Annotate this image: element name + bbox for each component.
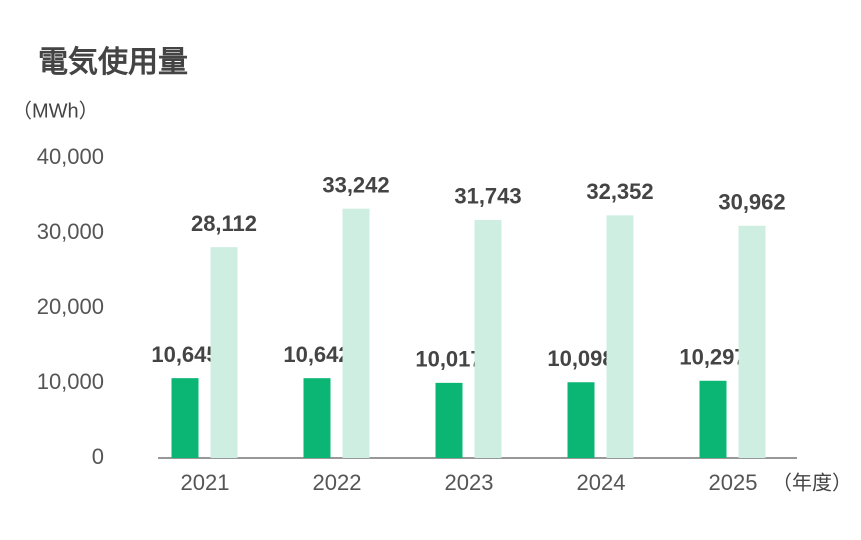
x-tick-label: 2021	[181, 470, 230, 495]
value-label: 28,112	[191, 211, 257, 236]
bar	[435, 382, 463, 458]
y-tick-label: 30,000	[37, 219, 104, 244]
x-tick-label: 2023	[445, 470, 494, 495]
value-label: 10,098	[547, 346, 614, 371]
bar	[606, 215, 634, 458]
chart-title: 電気使用量	[38, 46, 188, 79]
y-tick-label: 10,000	[37, 369, 104, 394]
bar	[699, 380, 727, 458]
y-tick-label: 20,000	[37, 294, 104, 319]
value-label: 31,743	[454, 184, 521, 209]
y-tick-label: 0	[92, 444, 104, 469]
value-label: 32,352	[586, 179, 653, 204]
x-tick-label: 2024	[577, 470, 626, 495]
bar	[303, 378, 331, 458]
value-label: 10,297	[679, 345, 746, 370]
value-label: 10,642	[283, 342, 350, 367]
y-tick-label: 40,000	[37, 144, 104, 169]
x-tick-label: 2022	[313, 470, 362, 495]
x-unit: （年度）	[772, 471, 852, 494]
bar	[738, 225, 766, 458]
y-unit: （MWh）	[12, 99, 99, 122]
x-tick-label: 2025	[709, 470, 758, 495]
value-label: 33,242	[322, 172, 389, 197]
value-label: 10,017	[415, 347, 482, 372]
bar	[210, 247, 238, 458]
value-label: 10,645	[151, 342, 218, 367]
value-label: 30,962	[718, 190, 785, 215]
bar	[342, 208, 370, 458]
bar	[474, 219, 502, 458]
bar	[171, 378, 199, 458]
bar	[567, 382, 595, 458]
